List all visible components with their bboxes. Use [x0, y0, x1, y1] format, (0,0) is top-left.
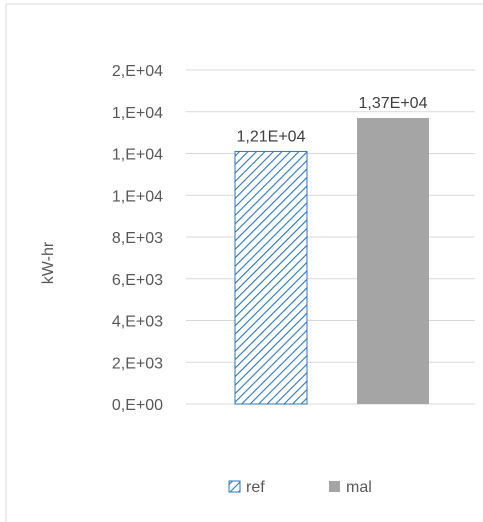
- y-tick-label: 1,E+04: [112, 188, 163, 205]
- data-label-ref: 1,21E+04: [237, 128, 306, 145]
- y-axis-label: kW-hr: [40, 241, 57, 284]
- data-label-mal: 1,37E+04: [359, 95, 428, 112]
- y-tick-label: 1,E+04: [112, 147, 163, 164]
- bar-mal: [357, 118, 429, 404]
- y-tick-label: 8,E+03: [112, 230, 163, 247]
- legend-swatch-ref: [228, 480, 241, 493]
- y-tick-labels: 0,E+00 2,E+03 4,E+03 6,E+03 8,E+03 1,E+04 1,E+…: [112, 63, 163, 414]
- legend-label-ref: ref: [246, 479, 265, 496]
- bar-ref: [234, 150, 308, 405]
- y-tick-label: 4,E+03: [112, 314, 163, 331]
- data-labels: 1,21E+04 1,37E+04: [237, 95, 428, 145]
- legend-swatch-mal: [329, 481, 340, 492]
- y-tick-label: 2,E+03: [112, 355, 163, 372]
- bars: [234, 118, 429, 405]
- legend: ref mal: [228, 479, 372, 496]
- y-tick-label: 2,E+04: [112, 63, 163, 80]
- y-tick-label: 1,E+04: [112, 105, 163, 122]
- gridlines: [186, 69, 475, 405]
- y-tick-label: 6,E+03: [112, 272, 163, 289]
- y-tick-label: 0,E+00: [112, 397, 163, 414]
- legend-label-mal: mal: [346, 479, 372, 496]
